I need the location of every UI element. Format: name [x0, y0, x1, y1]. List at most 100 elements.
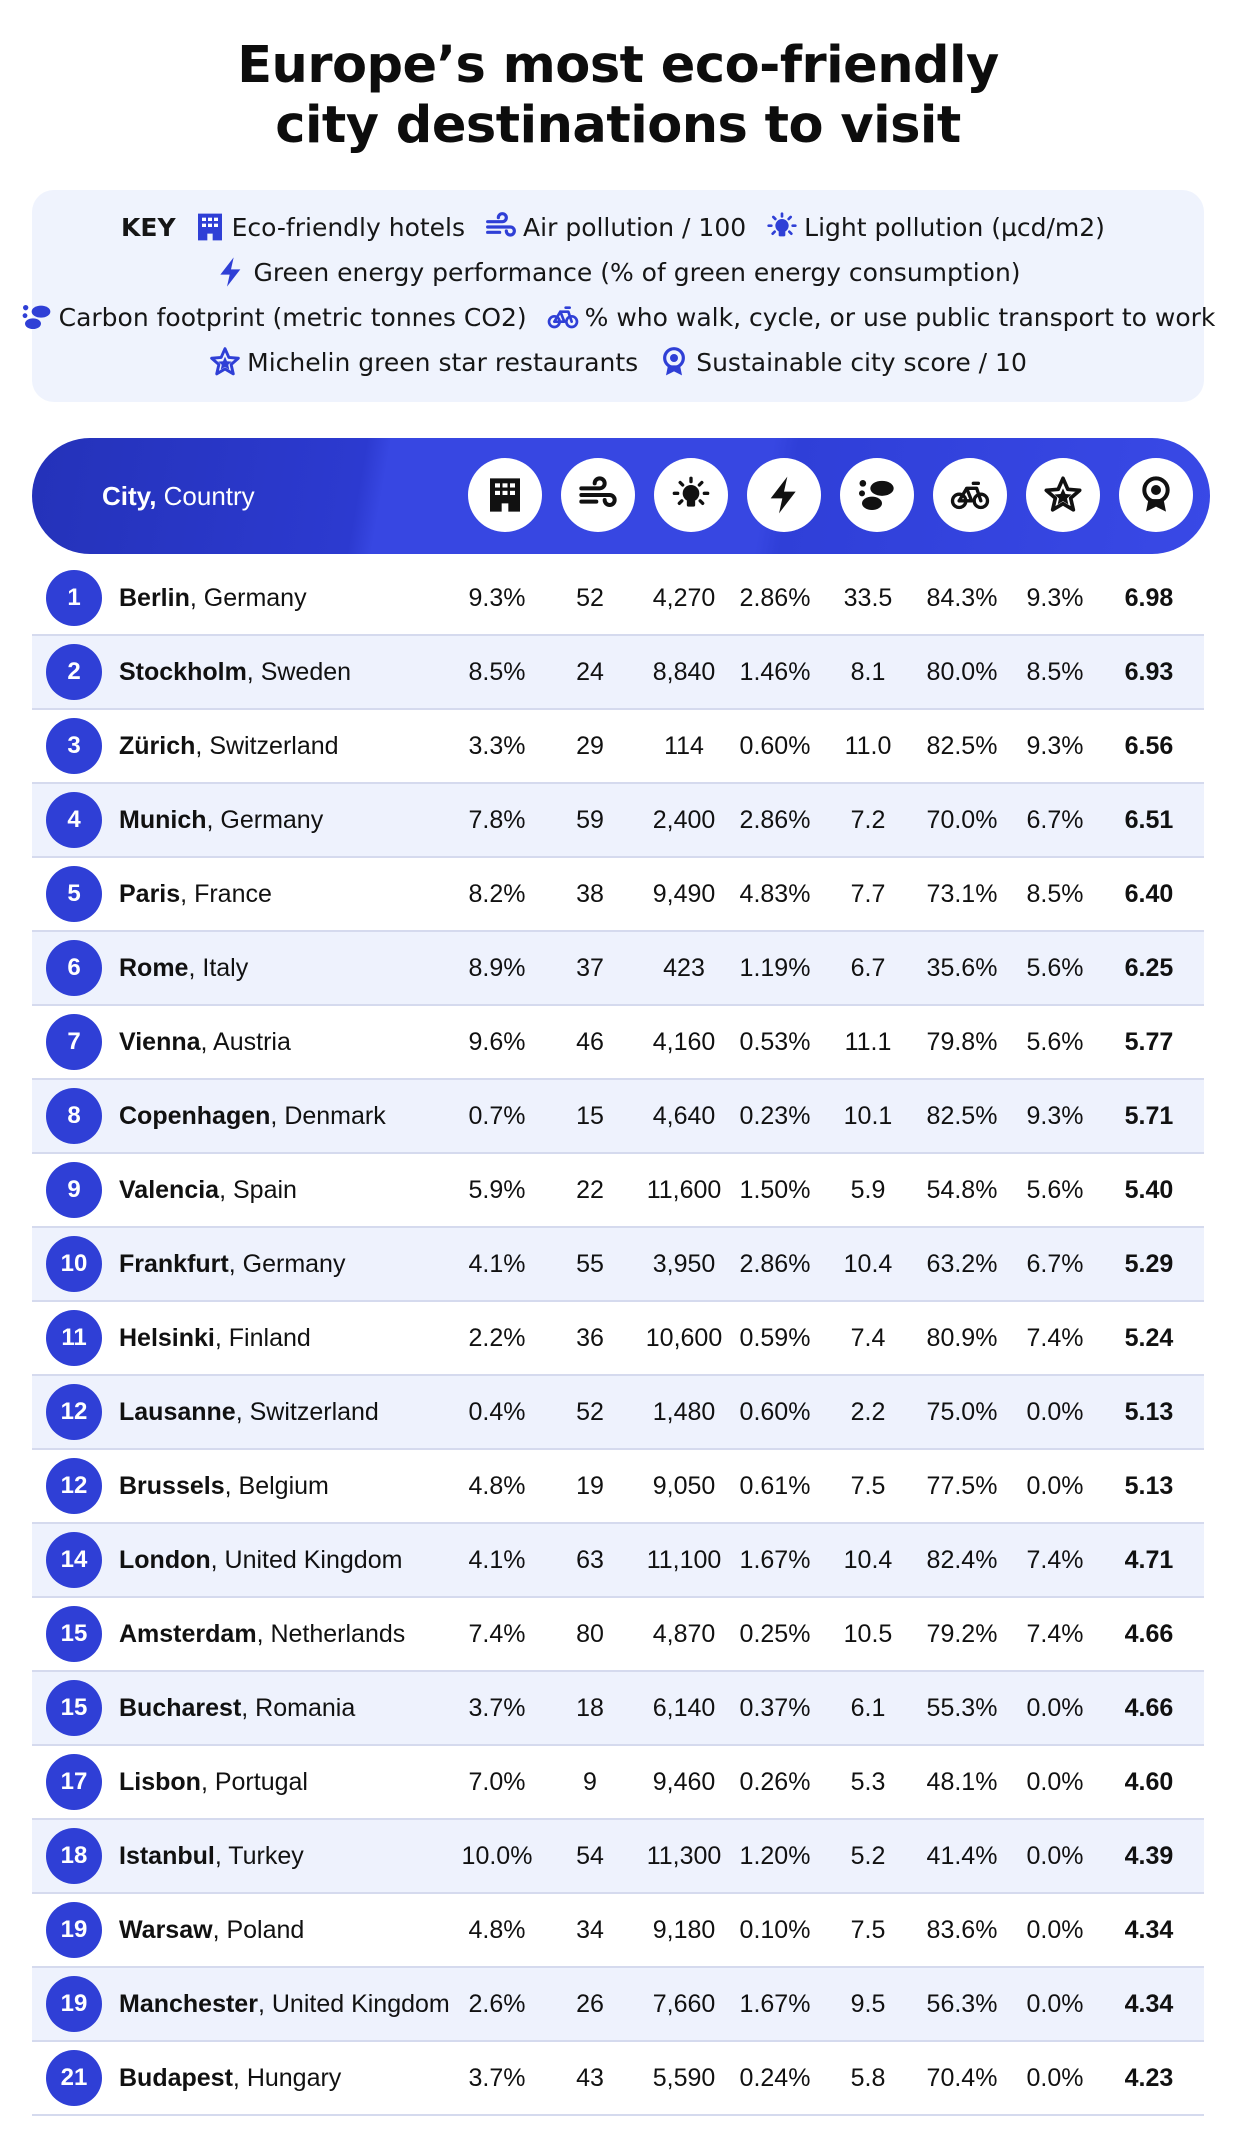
cell-hotels: 2.6% — [468, 1990, 526, 2018]
header-carbon-icon — [840, 458, 914, 532]
cell-air: 34 — [576, 1916, 604, 1944]
table-row: 6 Rome, Italy 8.9% 37 423 1.19% 6.7 35.6% 5.6% 6.… — [32, 932, 1204, 1006]
cell-energy: 1.20% — [739, 1842, 811, 1870]
bicycle-icon — [950, 475, 990, 515]
table-row: 8 Copenhagen, Denmark 0.7% 15 4,640 0.23% 10.1… — [32, 1080, 1204, 1154]
cell-light: 9,050 — [652, 1472, 716, 1500]
cell-score: 5.71 — [1124, 1102, 1174, 1130]
cell-hotels: 4.1% — [468, 1250, 526, 1278]
rank-badge: 6 — [46, 940, 102, 996]
award-icon — [658, 346, 690, 378]
bulb-icon — [671, 475, 711, 515]
cell-air: 22 — [576, 1176, 604, 1204]
header-michelin-icon — [1026, 458, 1100, 532]
cell-hotels: 7.8% — [468, 806, 526, 834]
cell-light: 11,300 — [646, 1842, 722, 1870]
cell-hotels: 10.0% — [461, 1842, 533, 1870]
header-energy-icon — [747, 458, 821, 532]
country-name: Germany — [203, 584, 307, 612]
key-item-energy: Green energy performance (% of green ene… — [215, 256, 1021, 288]
cell-michelin: 7.4% — [1026, 1324, 1084, 1352]
hotel-icon — [194, 211, 226, 243]
city-country: Zürich, Switzerland — [119, 732, 339, 760]
cell-michelin: 0.0% — [1026, 1768, 1084, 1796]
table-row: 1 Berlin, Germany 9.3% 52 4,270 2.86% 33.5 84.3… — [32, 562, 1204, 636]
cell-transport: 79.8% — [926, 1028, 998, 1056]
table-header: City, Country — [32, 438, 1210, 554]
cell-hotels: 9.3% — [468, 584, 526, 612]
cell-hotels: 8.9% — [468, 954, 526, 982]
cell-transport: 82.5% — [926, 1102, 998, 1130]
cell-air: 52 — [576, 1398, 604, 1426]
cell-michelin: 7.4% — [1026, 1546, 1084, 1574]
cell-energy: 0.24% — [739, 2064, 811, 2092]
rank-badge: 2 — [46, 644, 102, 700]
cell-score: 4.34 — [1124, 1916, 1174, 1944]
table-row: 2 Stockholm, Sweden 8.5% 24 8,840 1.46% 8.1 80.… — [32, 636, 1204, 710]
table-row: 12 Lausanne, Switzerland 0.4% 52 1,480 0.60% 2… — [32, 1376, 1204, 1450]
cell-carbon: 11.1 — [844, 1028, 892, 1056]
country-name: Austria — [213, 1028, 291, 1056]
city-name: Copenhagen — [119, 1102, 271, 1130]
cell-score: 4.39 — [1124, 1842, 1174, 1870]
cell-hotels: 3.7% — [468, 1694, 526, 1722]
cell-air: 80 — [576, 1620, 604, 1648]
cell-light: 9,460 — [652, 1768, 716, 1796]
cell-carbon: 2.2 — [850, 1398, 886, 1426]
city-country: Lisbon, Portugal — [119, 1768, 308, 1796]
key-item-transport: % who walk, cycle, or use public transpo… — [547, 301, 1215, 333]
city-name: Valencia — [119, 1176, 220, 1204]
cell-air: 29 — [576, 732, 604, 760]
cell-michelin: 9.3% — [1026, 732, 1084, 760]
cell-air: 19 — [576, 1472, 604, 1500]
cell-light: 11,100 — [646, 1546, 722, 1574]
cell-light: 9,490 — [652, 880, 716, 908]
cell-transport: 70.0% — [926, 806, 998, 834]
cell-air: 38 — [576, 880, 604, 908]
cell-michelin: 8.5% — [1026, 880, 1084, 908]
cell-light: 2,400 — [652, 806, 716, 834]
cell-michelin: 0.0% — [1026, 1472, 1084, 1500]
country-name: Romania — [255, 1694, 356, 1722]
cell-energy: 0.53% — [739, 1028, 811, 1056]
header-air-icon — [561, 458, 635, 532]
lightning-icon — [215, 256, 247, 288]
city-name: Manchester — [119, 1990, 258, 2018]
table-row: 15 Amsterdam, Netherlands 7.4% 80 4,870 0.25%… — [32, 1598, 1204, 1672]
rank-badge: 3 — [46, 718, 102, 774]
cell-michelin: 9.3% — [1026, 584, 1084, 612]
rank-badge: 15 — [46, 1680, 102, 1736]
cell-energy: 1.50% — [739, 1176, 811, 1204]
cell-transport: 75.0% — [926, 1398, 998, 1426]
cell-carbon: 10.5 — [843, 1620, 893, 1648]
cell-air: 46 — [576, 1028, 604, 1056]
table-row: 15 Bucharest, Romania 3.7% 18 6,140 0.37% 6.1 5… — [32, 1672, 1204, 1746]
lightning-icon — [764, 475, 804, 515]
rank-badge: 9 — [46, 1162, 102, 1218]
city-name: Lisbon — [119, 1768, 201, 1796]
cell-carbon: 10.4 — [843, 1546, 893, 1574]
cell-carbon: 5.8 — [850, 2064, 886, 2092]
country-name: Sweden — [260, 658, 352, 686]
cell-hotels: 3.3% — [468, 732, 526, 760]
cell-score: 6.98 — [1124, 584, 1174, 612]
page-title: Europe’s most eco-friendly city destinat… — [0, 36, 1236, 156]
cell-energy: 1.19% — [739, 954, 811, 982]
cell-carbon: 6.1 — [850, 1694, 886, 1722]
footprint-icon — [21, 301, 53, 333]
city-name: Bucharest — [119, 1694, 242, 1722]
cell-energy: 1.67% — [739, 1990, 811, 2018]
rank-badge: 19 — [46, 1902, 102, 1958]
cell-energy: 0.61% — [739, 1472, 811, 1500]
city-country: Frankfurt, Germany — [119, 1250, 346, 1278]
city-name: Frankfurt — [119, 1250, 229, 1278]
cell-michelin: 6.7% — [1026, 1250, 1084, 1278]
city-name: Budapest — [119, 2064, 233, 2092]
city-name: Paris — [119, 880, 181, 908]
rank-badge: 10 — [46, 1236, 102, 1292]
key-row-1: KEY Eco-friendly hotels Air pollution / … — [32, 211, 1204, 243]
table-row: 14 London, United Kingdom 4.1% 63 11,100 1.67… — [32, 1524, 1204, 1598]
table-row: 4 Munich, Germany 7.8% 59 2,400 2.86% 7.2 70.0%… — [32, 784, 1204, 858]
bicycle-icon — [547, 301, 579, 333]
table-row: 7 Vienna, Austria 9.6% 46 4,160 0.53% 11.1 79.8… — [32, 1006, 1204, 1080]
